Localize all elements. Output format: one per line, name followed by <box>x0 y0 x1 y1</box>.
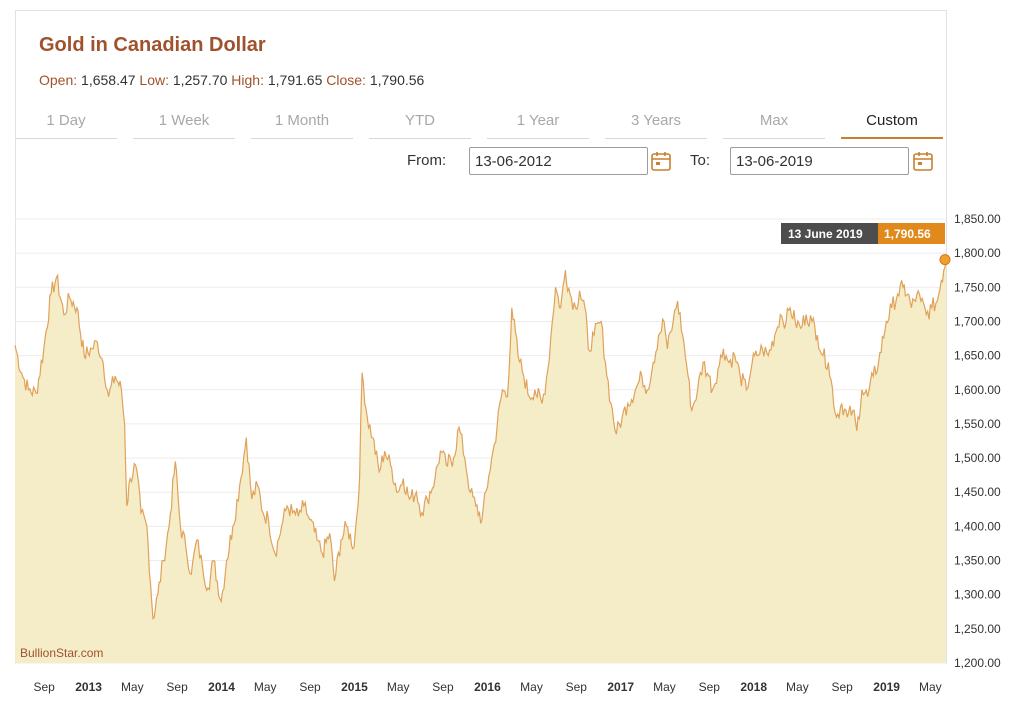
low-value: 1,257.70 <box>172 72 228 88</box>
y-tick-label: 1,300.00 <box>954 588 1001 602</box>
x-tick-label: May <box>121 680 144 694</box>
to-label: To: <box>690 152 711 169</box>
x-tick-label: 2018 <box>740 680 767 694</box>
y-tick-label: 1,550.00 <box>954 417 1001 431</box>
y-tick-label: 1,500.00 <box>954 451 1001 465</box>
y-tick-label: 1,450.00 <box>954 485 1001 499</box>
from-date-input[interactable] <box>469 147 648 175</box>
x-tick-label: 2015 <box>341 680 368 694</box>
x-tick-label: Sep <box>566 680 588 694</box>
price-line <box>14 259 947 620</box>
x-tick-label: May <box>520 680 543 694</box>
chart-frame <box>15 10 947 664</box>
last-point-marker[interactable] <box>939 254 951 266</box>
from-label: From: <box>407 152 447 169</box>
low-label: Low: <box>139 72 169 88</box>
y-tick-label: 1,200.00 <box>954 656 1001 670</box>
x-tick-label: Sep <box>832 680 854 694</box>
tooltip-date-box <box>781 223 878 244</box>
y-tick-label: 1,850.00 <box>954 212 1001 226</box>
tab-1-week[interactable]: 1 Week <box>133 110 235 139</box>
x-tick-label: 2019 <box>873 680 900 694</box>
y-tick-label: 1,750.00 <box>954 280 1001 294</box>
y-tick-label: 1,600.00 <box>954 383 1001 397</box>
tab-max[interactable]: Max <box>723 110 825 139</box>
x-tick-label: May <box>786 680 809 694</box>
y-axis: 1,200.00 1,250.00 1,300.00 1,350.00 1,400.00… <box>954 212 1001 670</box>
open-value: 1,658.47 <box>81 72 136 88</box>
y-tick-label: 1,800.00 <box>954 246 1001 260</box>
x-tick-label: 2016 <box>474 680 501 694</box>
range-tabs: 1 Day 1 Week 1 Month YTD 1 Year 3 Years … <box>15 110 947 140</box>
y-tick-label: 1,400.00 <box>954 519 1001 533</box>
x-tick-label: Sep <box>299 680 321 694</box>
tooltip-value-box <box>878 223 945 244</box>
x-tick-label: Sep <box>432 680 454 694</box>
high-value: 1,791.65 <box>267 72 323 88</box>
credit-label: BullionStar.com <box>20 646 103 660</box>
x-tick-label: Sep <box>166 680 188 694</box>
chart-title: Gold in Canadian Dollar <box>39 34 266 56</box>
tab-1-month[interactable]: 1 Month <box>251 110 353 139</box>
x-tick-label: 2017 <box>607 680 634 694</box>
x-tick-label: 2013 <box>75 680 102 694</box>
close-label: Close: <box>326 72 366 88</box>
x-axis: Sep 2013 May Sep 2014 May Sep 2015 May Sep 2016 May… <box>33 680 941 694</box>
x-tick-label: 2014 <box>208 680 235 694</box>
x-tick-label: May <box>254 680 277 694</box>
x-tick-label: May <box>653 680 676 694</box>
to-calendar-icon[interactable] <box>912 150 934 172</box>
to-date-input[interactable] <box>730 147 909 175</box>
ohlc-summary: Open: 1,658.47 Low: 1,257.70 High: 1,791… <box>39 72 424 88</box>
x-tick-label: May <box>919 680 942 694</box>
tab-3-years[interactable]: 3 Years <box>605 110 707 139</box>
high-label: High: <box>231 72 264 88</box>
close-value: 1,790.56 <box>369 72 425 88</box>
tooltip-value: 1,790.56 <box>884 227 931 241</box>
price-tooltip: 13 June 2019 1,790.56 <box>781 223 945 244</box>
from-calendar-icon[interactable] <box>650 150 672 172</box>
tab-1-day[interactable]: 1 Day <box>15 110 117 139</box>
y-tick-label: 1,700.00 <box>954 314 1001 328</box>
price-area <box>15 259 946 663</box>
tab-ytd[interactable]: YTD <box>369 110 471 139</box>
y-tick-label: 1,250.00 <box>954 622 1001 636</box>
tooltip-date: 13 June 2019 <box>788 227 863 241</box>
y-tick-label: 1,350.00 <box>954 554 1001 568</box>
x-tick-label: Sep <box>699 680 721 694</box>
x-tick-label: Sep <box>33 680 55 694</box>
y-tick-label: 1,650.00 <box>954 349 1001 363</box>
tab-custom[interactable]: Custom <box>841 110 943 139</box>
open-label: Open: <box>39 72 78 88</box>
x-tick-label: May <box>387 680 410 694</box>
tab-1-year[interactable]: 1 Year <box>487 110 589 139</box>
